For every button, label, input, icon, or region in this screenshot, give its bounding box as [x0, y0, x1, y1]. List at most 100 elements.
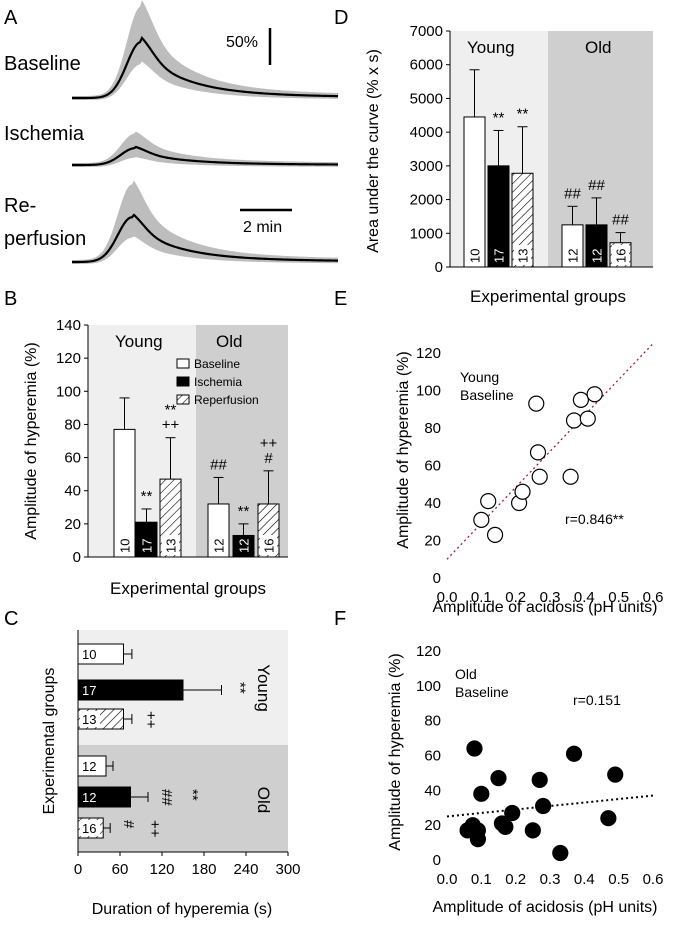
- scatter-point: [535, 797, 552, 815]
- panel-b-xlabel: Experimental groups: [110, 579, 266, 598]
- y-tick-label: 0: [73, 549, 81, 566]
- y-tick-label: 60: [64, 450, 81, 467]
- bar-young-baseline: [463, 116, 486, 268]
- panel-e-ylabel: Amplitude of hyperemia (%): [395, 351, 412, 548]
- panel-c-xlabel: Duration of hyperemia (s): [92, 901, 273, 918]
- panel-e-annotation-group: Young: [460, 369, 499, 385]
- group-label-young: Young: [254, 664, 273, 712]
- scatter-point: [469, 822, 486, 839]
- panel-b-ylabel: Amplitude of hyperemia (%): [23, 342, 40, 539]
- scatter-point: [497, 818, 514, 836]
- x-tick-label: 0.3: [540, 871, 561, 888]
- bar-young-ischemia: [77, 679, 184, 701]
- y-tick-label: 20: [424, 533, 441, 550]
- panel-d-chart: Young Old 0 1000 2000 3000 4000 5000 6000 7000 1…: [365, 23, 653, 306]
- scatter-point: [473, 785, 490, 802]
- n-label-bg: [80, 820, 100, 836]
- panel-f-xlabel: Amplitude of acidosis (pH units): [433, 899, 658, 916]
- n-label: 16: [614, 249, 629, 263]
- x-tick-label: 0.2: [505, 871, 526, 888]
- y-tick-label: 60: [424, 748, 441, 765]
- x-tick-label: 0.6: [643, 871, 664, 888]
- x-tick-label: 0.4: [574, 589, 595, 606]
- significance-label: ##: [210, 456, 227, 473]
- n-label: 12: [82, 759, 96, 774]
- scatter-point: [586, 386, 603, 403]
- scatter-point: [531, 771, 548, 788]
- y-tick-label: 120: [56, 350, 81, 367]
- panel-f-annotation-condition: Baseline: [455, 684, 509, 700]
- n-label: 13: [516, 249, 531, 263]
- y-tick-label: 120: [416, 643, 441, 660]
- y-tick-label: 4000: [410, 124, 443, 141]
- x-tick-label: 300: [275, 861, 300, 878]
- panel-e-correlation: r=0.846**: [565, 511, 624, 527]
- group-label-young: Young: [467, 38, 515, 57]
- x-tick-label: 0.5: [608, 589, 629, 606]
- significance-label: ++: [146, 820, 163, 838]
- n-label: 16: [82, 821, 96, 836]
- x-tick-label: 0: [74, 861, 82, 878]
- n-label: 12: [82, 790, 96, 805]
- n-label-bg: [514, 245, 531, 265]
- legend: Baseline Ischemia Reperfusion: [176, 357, 259, 407]
- n-label: 12: [566, 249, 581, 263]
- n-label-bg: [80, 758, 100, 774]
- legend-swatch-ischemia: [176, 376, 190, 387]
- panel-e-xlabel: Amplitude of acidosis (pH units): [433, 599, 658, 616]
- x-tick-label: 0.5: [608, 871, 629, 888]
- y-tick-label: 80: [424, 420, 441, 437]
- scatter-point: [600, 810, 617, 827]
- y-tick-label: 20: [424, 817, 441, 834]
- panel-c-chart: Young Old 0 60 120 180 240 300 10 17 ** 13 ++ 12 12 #…: [41, 630, 301, 918]
- legend-label-baseline: Baseline: [194, 357, 240, 371]
- n-label-bg: [260, 535, 277, 555]
- scatter-point: [504, 804, 521, 822]
- n-label: 17: [82, 683, 96, 698]
- trace-band-ischemia: [72, 131, 338, 167]
- panel-f-annotation-group: Old: [455, 666, 477, 682]
- panel-e-annotation-condition: Baseline: [460, 387, 514, 403]
- panel-f-correlation: r=0.151: [573, 692, 621, 708]
- panel-d-xlabel: Experimental groups: [470, 287, 626, 306]
- bar-young-ischemia: [487, 165, 510, 268]
- n-label: 12: [212, 539, 227, 553]
- group-label-old: Old: [254, 787, 273, 813]
- significance-label: #: [120, 820, 137, 829]
- y-tick-label: 140: [56, 317, 81, 334]
- n-label-bg: [80, 646, 100, 662]
- y-tick-label: 7000: [410, 23, 443, 40]
- panel-b-chart: Young Old Baseline Ischemia Reperfusion …: [23, 317, 288, 598]
- scatter-point: [607, 766, 624, 783]
- y-tick-label: 100: [416, 383, 441, 400]
- n-label-bg: [466, 245, 483, 265]
- x-tick-label: 120: [149, 861, 174, 878]
- panel-d-marks: 0 1000 2000 3000 4000 5000 6000 7000 10 17 ** 13 ** 1…: [410, 23, 653, 276]
- scale-label-y: 50%: [226, 34, 258, 51]
- trace-label-reperfusion-1: Re-: [4, 195, 36, 217]
- panel-e-chart: Young Baseline r=0.846** 0.0 0.1 0.2 0.3 0.4…: [395, 343, 663, 616]
- n-label: 16: [262, 539, 277, 553]
- significance-label: ##: [158, 789, 175, 806]
- significance-label: **: [141, 488, 153, 505]
- n-label-bg: [490, 245, 507, 265]
- trace-line-baseline: [71, 36, 339, 100]
- y-tick-label: 1000: [410, 225, 443, 242]
- n-label: 17: [140, 539, 155, 553]
- panel-e-marks: 0.0 0.1 0.2 0.3 0.4 0.5 0.6 0 20 40 60 80 100 120: [416, 343, 663, 606]
- scatter-point: [529, 444, 547, 461]
- trace-line-ischemia: [71, 145, 339, 167]
- legend-label-ischemia: Ischemia: [194, 375, 242, 389]
- y-tick-label: 120: [416, 345, 441, 362]
- group-label-young: Young: [115, 332, 163, 351]
- scatter-point: [490, 770, 507, 787]
- y-tick-label: 2000: [410, 192, 443, 209]
- y-tick-label: 80: [424, 713, 441, 730]
- legend-label-reperfusion: Reperfusion: [194, 393, 259, 407]
- n-label: 17: [492, 249, 507, 263]
- group-label-old: Old: [585, 38, 611, 57]
- panel-letter-f: F: [334, 608, 346, 630]
- trace-line-reperfusion: [71, 213, 339, 264]
- y-tick-label: 100: [56, 383, 81, 400]
- y-tick-label: 60: [424, 458, 441, 475]
